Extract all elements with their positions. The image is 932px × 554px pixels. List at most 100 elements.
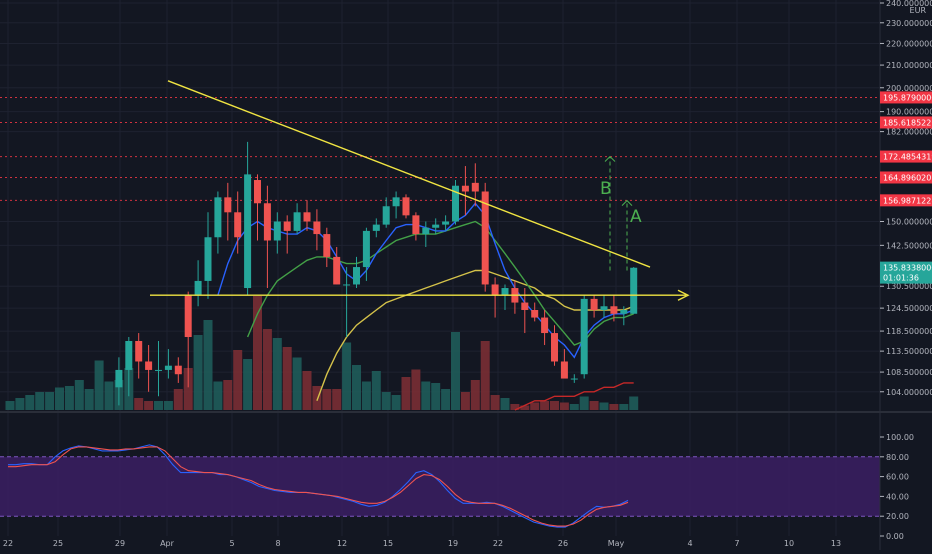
volume-bar bbox=[451, 332, 460, 410]
price-tick-label: 150.00000000 bbox=[886, 218, 932, 227]
time-tick-label: 7 bbox=[734, 539, 739, 548]
volume-bar bbox=[332, 389, 342, 410]
volume-bar bbox=[550, 401, 559, 410]
volume-bar bbox=[292, 357, 302, 410]
candle-body bbox=[293, 212, 301, 231]
time-tick-label: May bbox=[608, 539, 625, 548]
price-levels bbox=[0, 96, 880, 201]
price-tick-label: 210.00000000 bbox=[886, 61, 932, 70]
volume-bar bbox=[213, 381, 223, 410]
volume-bar bbox=[599, 402, 609, 410]
stochastic-lines bbox=[8, 444, 629, 528]
price-level-tag-text: 195.87900000 bbox=[883, 93, 932, 102]
candle-body bbox=[382, 206, 390, 225]
price-level-tag-text: 164.89602072 bbox=[883, 173, 932, 182]
price-tick-label: 220.00000000 bbox=[886, 39, 932, 48]
volume-bar bbox=[589, 401, 599, 410]
candle-body bbox=[224, 197, 232, 213]
candle-body bbox=[442, 221, 450, 225]
price-tick-label: 130.50000000 bbox=[886, 282, 932, 291]
volume-bar bbox=[134, 398, 144, 410]
volume-bar bbox=[262, 329, 272, 410]
volume-bar bbox=[540, 401, 550, 410]
candle-body bbox=[610, 306, 618, 314]
last-price-tag bbox=[880, 261, 932, 284]
volume-bar bbox=[579, 396, 589, 410]
candle-body bbox=[164, 365, 172, 370]
volume-bar bbox=[104, 381, 114, 410]
candle-body bbox=[432, 224, 440, 228]
descending-trendline bbox=[167, 80, 651, 268]
volume-bar bbox=[411, 369, 421, 410]
time-tick-label: 10 bbox=[784, 539, 794, 548]
volume-bar bbox=[193, 335, 203, 410]
candle-body bbox=[155, 369, 162, 371]
price-tick-label: 200.00000000 bbox=[886, 84, 932, 93]
candle-body bbox=[620, 309, 628, 314]
price-level-tag-text: 185.61852264 bbox=[883, 118, 932, 127]
volume-bar bbox=[421, 381, 431, 410]
volume-bar bbox=[559, 402, 569, 410]
stoch-tick-label: 40.00 bbox=[886, 492, 909, 501]
time-tick-label: 22 bbox=[3, 539, 13, 548]
volume-bar bbox=[45, 392, 55, 410]
time-tick-label: 19 bbox=[448, 539, 458, 548]
support-arrow-head bbox=[677, 289, 690, 301]
candle-body bbox=[461, 185, 469, 192]
volume-bar bbox=[163, 401, 173, 410]
candle-body bbox=[491, 284, 499, 296]
candle-body bbox=[283, 221, 291, 231]
volume-bar bbox=[272, 338, 282, 410]
candle-body bbox=[204, 237, 212, 281]
candle-body bbox=[263, 203, 271, 241]
price-tick-label: 142.50000000 bbox=[886, 241, 932, 250]
stoch-band-fill bbox=[0, 456, 880, 517]
volume-bar bbox=[470, 380, 480, 410]
time-tick-label: 4 bbox=[687, 539, 692, 548]
price-tick-label: 113.50000000 bbox=[886, 347, 932, 356]
time-tick-label: Apr bbox=[160, 539, 175, 548]
price-tick-label: 230.00000000 bbox=[886, 19, 932, 28]
candle-body bbox=[145, 361, 153, 370]
candle-body bbox=[125, 341, 133, 370]
volume-bar bbox=[609, 404, 619, 410]
time-tick-label: 8 bbox=[275, 539, 280, 548]
stochastic-band bbox=[0, 456, 880, 517]
candle-body bbox=[244, 174, 252, 289]
price-tick-label: 240.00000000 bbox=[886, 0, 932, 8]
candle-body bbox=[422, 227, 430, 235]
volume-bar bbox=[55, 387, 64, 410]
volume-bar bbox=[352, 365, 361, 410]
price-level-tag bbox=[880, 116, 932, 129]
candle-body bbox=[580, 298, 588, 375]
ma-green-line bbox=[246, 220, 634, 346]
candle-body bbox=[214, 197, 222, 238]
candle-body bbox=[303, 212, 311, 222]
volume-bar bbox=[183, 368, 193, 410]
price-level-tag-text: 172.48543194 bbox=[883, 153, 932, 162]
volume-bar bbox=[35, 392, 45, 410]
price-tick-label: 118.50000000 bbox=[886, 327, 932, 336]
volume-bar bbox=[371, 371, 381, 410]
stoch-d-line bbox=[8, 446, 629, 527]
time-tick-label: 13 bbox=[831, 539, 841, 548]
volume-bar bbox=[431, 383, 441, 410]
currency-label: EUR bbox=[910, 6, 927, 15]
volume-bar bbox=[312, 386, 322, 410]
candle-body bbox=[362, 230, 370, 268]
candle-body bbox=[323, 234, 331, 257]
volume-bar bbox=[391, 395, 401, 410]
volume-bar bbox=[322, 389, 332, 410]
candle-body bbox=[135, 341, 143, 362]
volume-bar bbox=[480, 341, 490, 410]
candle-body bbox=[234, 212, 242, 238]
candle-body bbox=[402, 197, 410, 216]
volume-bar bbox=[530, 402, 540, 410]
stoch-tick-label: 20.00 bbox=[886, 512, 909, 521]
price-tick-label: 104.00000000 bbox=[886, 388, 932, 397]
time-axis[interactable]: 22 25 29 Apr 5 8 12 15 19 22 26 May 4 7 10 13 bbox=[3, 539, 841, 548]
stoch-tick-label: 100.00 bbox=[886, 433, 914, 442]
